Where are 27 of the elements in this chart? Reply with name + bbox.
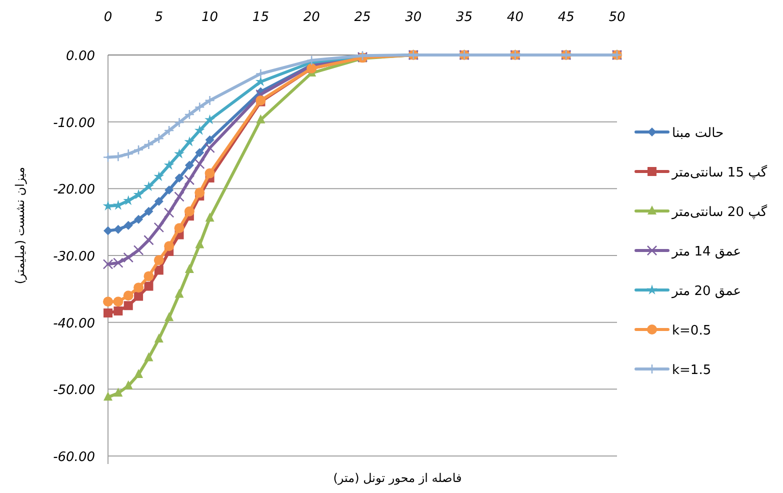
- y-axis-title: میزان نشست (میلیمتر): [13, 166, 27, 284]
- x-tick-label: 0: [104, 10, 112, 25]
- legend-label: گپ 15 سانتی‌متر: [671, 164, 768, 180]
- legend-label: حالت مبنا: [672, 126, 724, 141]
- y-tick-label: -60.00: [53, 450, 95, 465]
- y-tick-label: -40.00: [53, 316, 95, 332]
- x-tick-label: 25: [354, 10, 371, 25]
- y-tick-label: -30.00: [53, 250, 95, 264]
- x-tick-label: 40: [506, 10, 524, 25]
- y-tick-label: -50.00: [53, 383, 95, 398]
- x-tick-label: 15: [252, 10, 269, 25]
- y-tick-label: 0.00: [66, 49, 95, 64]
- legend-label: k=1.5: [672, 363, 712, 378]
- y-tick-label: -10.00: [53, 116, 95, 131]
- legend-label: عمق 20 متر: [671, 284, 741, 299]
- x-tick-label: 50: [608, 10, 626, 25]
- legend-label: عمق 14 متر: [671, 244, 741, 260]
- y-tick-label: -20.00: [53, 182, 95, 198]
- legend-label: k=0.5: [672, 324, 712, 338]
- x-tick-label: 10: [202, 10, 218, 25]
- x-axis-title: فاصله از محور تونل (متر): [333, 471, 462, 485]
- legend-label: گپ 20 سانتی‌متر: [671, 204, 768, 220]
- x-tick-label: 20: [303, 10, 320, 25]
- x-tick-label: 30: [405, 10, 422, 25]
- x-tick-label: 45: [558, 10, 574, 25]
- x-tick-label: 35: [456, 10, 473, 25]
- x-tick-label: 5: [154, 10, 164, 25]
